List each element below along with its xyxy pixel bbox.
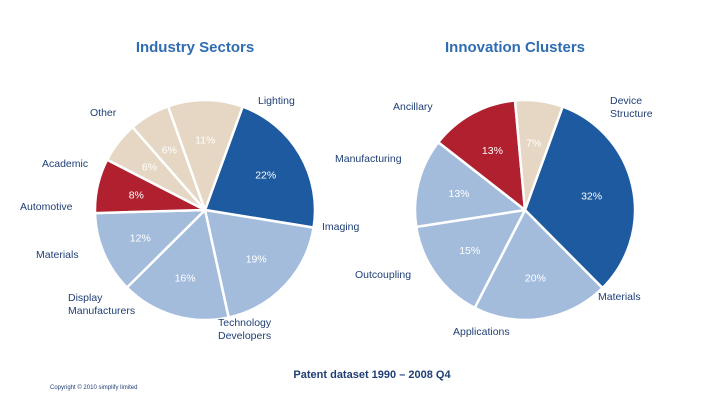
slice-label-technology-developers: Technology Developers (218, 317, 272, 342)
slice-label-display-manufacturers: Display Manufacturers (68, 292, 135, 317)
chart-title: Innovation Clusters (445, 39, 585, 56)
pie-slice-materials (473, 208, 604, 322)
copyright-note: Copyright © 2010 simplify limited (50, 384, 137, 391)
pie-slice-device-structure (523, 105, 637, 290)
pie-slice-applications (415, 208, 527, 310)
pie-slice-ancillary (513, 98, 564, 212)
chart-title: Industry Sectors (136, 39, 254, 56)
slice-label-manufacturing: Manufacturing (335, 153, 402, 165)
slice-value-technology-developers: 16% (175, 273, 196, 285)
industry-sectors-chart: Industry Sectors 22% Lighting 19% Imaging 16%… (20, 39, 360, 342)
footer-caption: Patent dataset 1990 – 2008 Q4 (293, 369, 451, 381)
slice-label-materials: Materials (36, 249, 79, 261)
slice-label-other: Other (90, 107, 117, 119)
slice-label-lighting: Lighting (258, 95, 295, 107)
slice-value-materials: 8% (129, 189, 144, 201)
innovation-clusters-chart: Innovation Clusters 32% Device Structure 20%… (335, 39, 653, 338)
slice-value-other: 11% (195, 135, 215, 147)
slice-label-device-structure: Device Structure (610, 95, 653, 120)
slice-label-outcoupling: Outcoupling (355, 269, 411, 281)
pie-slice-imaging (203, 208, 315, 319)
slice-label-automotive: Automotive (20, 201, 73, 213)
slice-label-academic: Academic (42, 158, 88, 170)
slice-value-materials: 20% (525, 272, 546, 284)
slice-value-academic: 6% (162, 144, 177, 156)
pie-slice-technology-developers (125, 208, 230, 322)
slice-value-applications: 15% (459, 245, 480, 257)
pie-slice-outcoupling (413, 141, 527, 229)
slice-value-device-structure: 32% (581, 190, 602, 202)
slice-value-display-manufacturers: 12% (130, 233, 151, 245)
slice-value-manufacturing: 13% (482, 145, 503, 157)
pie-slice-display-manufacturers (93, 208, 207, 289)
slice-value-ancillary: 7% (526, 137, 541, 149)
slice-value-lighting: 22% (255, 169, 276, 181)
slice-label-applications: Applications (453, 326, 510, 338)
slice-label-materials: Materials (598, 291, 641, 303)
slice-label-ancillary: Ancillary (393, 101, 433, 113)
pie-slice-other (166, 98, 244, 212)
slice-value-automotive: 6% (142, 162, 157, 174)
slice-value-outcoupling: 13% (448, 188, 469, 200)
pie-slice-manufacturing (437, 99, 527, 212)
slice-label-imaging: Imaging (322, 221, 360, 233)
slice-value-imaging: 19% (246, 253, 267, 265)
